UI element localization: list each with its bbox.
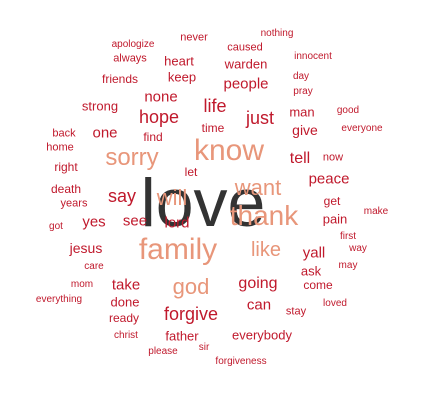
word-take: take: [111, 276, 141, 294]
word-years: years: [60, 197, 88, 210]
word-right: right: [54, 160, 78, 174]
word-first: first: [339, 231, 357, 242]
word-got: got: [49, 221, 63, 232]
word-never: never: [180, 31, 208, 44]
word-care: care: [84, 261, 104, 272]
word-innocent: innocent: [294, 51, 332, 62]
word-can: can: [246, 296, 272, 314]
word-may: may: [338, 260, 358, 271]
word-give: give: [292, 122, 318, 138]
word-way: way: [349, 243, 367, 254]
word-loved: loved: [323, 298, 347, 309]
word-forgiveness: forgiveness: [215, 356, 267, 367]
word-find: find: [143, 130, 163, 144]
word-get: get: [323, 194, 341, 208]
word-family: family: [138, 233, 218, 266]
word-peace: peace: [308, 170, 350, 188]
word-one: one: [92, 124, 118, 142]
word-father: father: [165, 328, 199, 344]
word-heart: heart: [164, 53, 194, 69]
word-everyone: everyone: [341, 123, 383, 134]
word-please: please: [148, 346, 178, 357]
word-good: good: [336, 105, 360, 116]
word-warden: warden: [224, 56, 268, 72]
word-sorry: sorry: [105, 144, 159, 171]
word-pain: pain: [322, 211, 348, 227]
word-just: just: [245, 108, 275, 128]
word-done: done: [110, 294, 140, 310]
word-keep: keep: [167, 69, 197, 85]
word-stay: stay: [285, 305, 307, 318]
word-people: people: [223, 75, 269, 93]
word-nothing: nothing: [260, 28, 294, 39]
word-thank: thank: [229, 200, 299, 231]
word-love: love: [140, 165, 266, 241]
word-caused: caused: [227, 41, 263, 54]
word-let: let: [184, 165, 198, 179]
word-yes: yes: [82, 213, 106, 231]
word-will: will: [156, 185, 188, 210]
word-life: life: [203, 96, 227, 116]
word-pray: pray: [293, 86, 313, 97]
word-time: time: [201, 121, 225, 135]
word-ask: ask: [300, 263, 322, 279]
word-going: going: [238, 275, 278, 292]
word-say: say: [107, 186, 137, 206]
word-now: now: [322, 151, 344, 164]
word-home: home: [46, 141, 74, 154]
word-see: see: [122, 212, 148, 230]
word-back: back: [52, 127, 76, 140]
word-friends: friends: [101, 72, 139, 86]
word-jesus: jesus: [69, 240, 103, 256]
word-yall: yall: [302, 244, 326, 262]
word-none: none: [144, 88, 178, 106]
word-day: day: [292, 71, 310, 82]
word-like: like: [250, 239, 282, 261]
word-apologize: apologize: [111, 39, 155, 50]
word-hope: hope: [138, 107, 180, 127]
word-ready: ready: [108, 311, 140, 325]
word-christ: christ: [114, 330, 138, 341]
word-forgive: forgive: [163, 304, 219, 324]
word-man: man: [289, 104, 315, 120]
word-tell: tell: [289, 150, 311, 167]
word-know: know: [193, 134, 265, 167]
word-make: make: [363, 206, 389, 217]
word-mom: mom: [70, 279, 94, 290]
word-want: want: [234, 175, 282, 200]
word-come: come: [303, 278, 333, 292]
word-god: god: [172, 274, 210, 299]
word-everything: everything: [35, 294, 83, 305]
word-lord: lord: [164, 214, 190, 232]
word-death: death: [50, 182, 82, 196]
word-sir: sir: [198, 342, 210, 353]
word-strong: strong: [81, 98, 119, 114]
word-always: always: [113, 52, 147, 65]
word-everybody: everybody: [232, 327, 292, 343]
